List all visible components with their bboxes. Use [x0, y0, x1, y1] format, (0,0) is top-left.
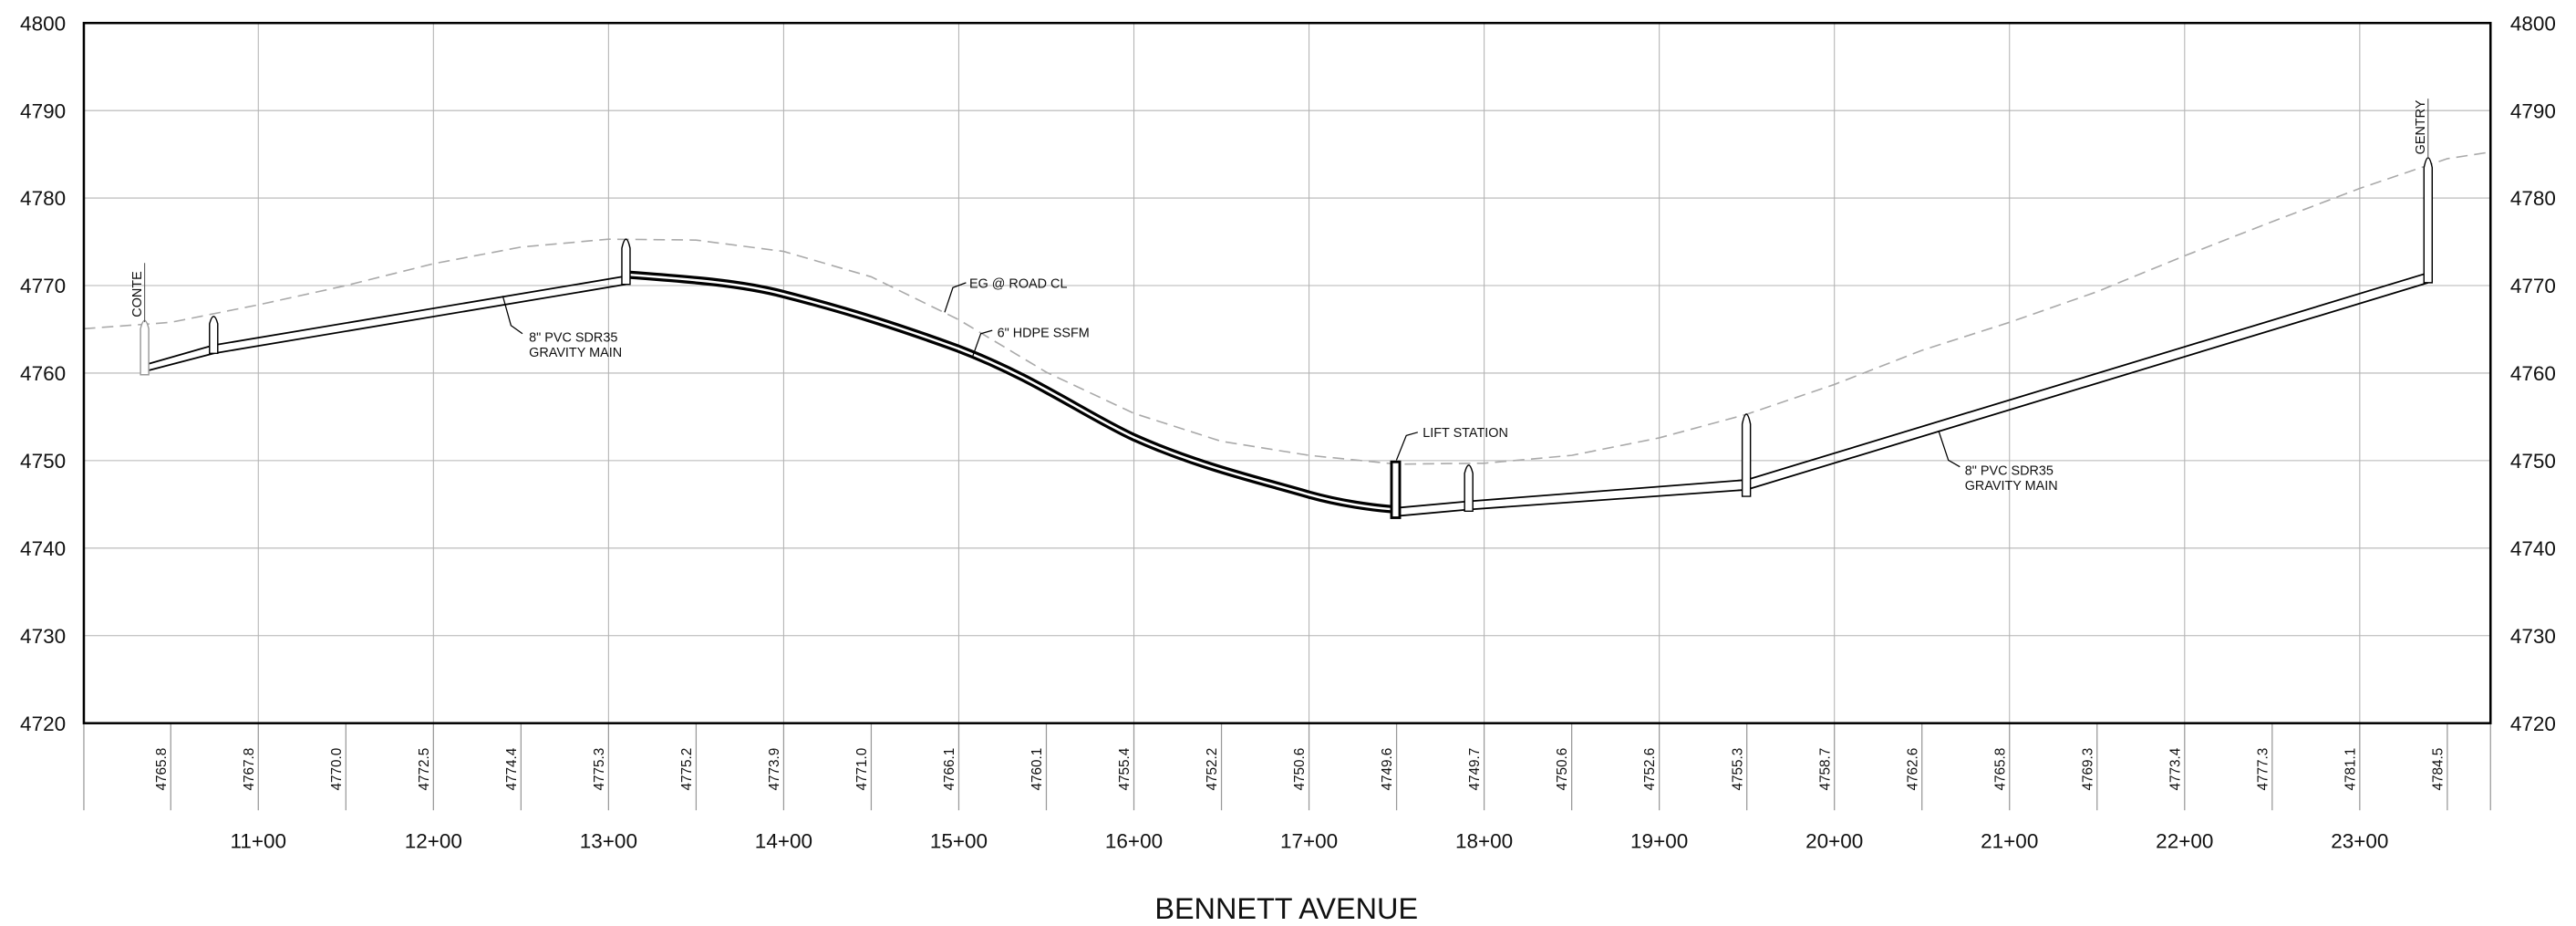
ground-elevation: 4749.7: [1467, 748, 1483, 791]
station-label: 20+00: [1805, 830, 1863, 853]
station-label: 11+00: [231, 830, 287, 853]
ground-elevation: 4760.1: [1029, 748, 1045, 791]
ground-elevation: 4784.5: [2430, 748, 2446, 791]
ground-elevation: 4765.8: [1992, 748, 2008, 791]
ground-elevation: 4781.1: [2343, 748, 2358, 791]
gravity-main: [1396, 282, 2429, 517]
ground-elevation: 4750.6: [1292, 748, 1308, 791]
ground-elevation: 4750.6: [1555, 748, 1570, 791]
lift-station: [1390, 460, 1402, 519]
leader: [1395, 432, 1418, 461]
ground-elevation: 4771.0: [854, 748, 870, 791]
manhole: [140, 319, 150, 376]
station-label: 16+00: [1105, 830, 1163, 853]
annotation: 8" PVC SDR35: [1965, 464, 2054, 479]
elevation-label: 4740: [2510, 537, 2556, 560]
ground-elevation: 4755.4: [1117, 747, 1133, 790]
plot-frame: [82, 21, 2492, 724]
annotation: GRAVITY MAIN: [1965, 479, 2058, 494]
ground-elevation: 4773.4: [2167, 747, 2183, 790]
ground-elevation: 4777.3: [2255, 748, 2271, 791]
elevation-label: 4770: [20, 275, 66, 297]
force-main: [626, 270, 1397, 514]
elevation-label: 4770: [2510, 275, 2556, 297]
elevation-label: 4720: [2510, 713, 2556, 735]
manhole: [1741, 413, 1752, 497]
ground-elevation: 4749.6: [1380, 748, 1395, 791]
manhole-label: GENTRY: [2414, 99, 2428, 154]
station-label: 23+00: [2331, 830, 2388, 853]
station-label: 12+00: [405, 830, 462, 853]
elevation-label: 4750: [20, 450, 66, 473]
ground-elevation: 4766.1: [942, 748, 957, 791]
leader: [1938, 430, 1960, 468]
grid: 4720 4720 4730 4730 4740 4740 4750 4750 4760 4760…: [20, 12, 2556, 852]
elevation-label: 4740: [20, 537, 66, 560]
elevation-label: 4780: [20, 187, 66, 210]
ground-elevation: 4765.8: [154, 748, 170, 791]
manhole: [2423, 157, 2434, 284]
elevation-label: 4730: [20, 625, 66, 648]
elevation-label: 4760: [20, 362, 66, 385]
elevation-label: 4720: [20, 713, 66, 735]
elevation-label: 4760: [2510, 362, 2556, 385]
manhole: [1464, 464, 1474, 513]
manhole: [209, 316, 219, 355]
elevation-label: 4800: [20, 12, 66, 35]
leader: [502, 296, 523, 335]
ground-elevation: 4762.6: [1905, 748, 1920, 791]
ground-elevation: 4770.0: [329, 748, 345, 791]
annotation: EG @ ROAD CL: [969, 276, 1067, 291]
station-label: 19+00: [1630, 830, 1688, 853]
elevation-label: 4730: [2510, 625, 2556, 648]
ground-elevation: 4767.8: [242, 748, 257, 791]
elevation-label: 4750: [2510, 450, 2556, 473]
existing-grade: [83, 151, 2491, 465]
elevation-label: 4800: [2510, 12, 2556, 35]
annotation: 6" HDPE SSFM: [998, 326, 1090, 340]
leader: [972, 329, 993, 358]
manhole-label: CONTE: [130, 271, 145, 317]
annotation: GRAVITY MAIN: [529, 346, 622, 360]
station-label: 15+00: [930, 830, 988, 853]
ground-elevation: 4772.5: [417, 748, 432, 791]
force-main-inner: [626, 273, 1397, 511]
station-label: 13+00: [580, 830, 637, 853]
ground-elevation: 4774.4: [504, 747, 520, 790]
ground-elevation: 4752.6: [1642, 748, 1658, 791]
elevation-label: 4790: [2510, 99, 2556, 122]
station-label: 18+00: [1455, 830, 1513, 853]
station-label: 22+00: [2156, 830, 2213, 853]
manhole: [621, 238, 631, 286]
leader: [944, 282, 967, 313]
station-label: 17+00: [1280, 830, 1338, 853]
ground-elevation: 4773.9: [767, 748, 782, 791]
ground-elevation: 4755.3: [1730, 748, 1745, 791]
ground-elevation: 4769.3: [2080, 748, 2095, 791]
station-label: 14+00: [755, 830, 812, 853]
title: BENNETT AVENUE: [1154, 892, 1418, 925]
ground-elevation: 4775.2: [679, 748, 695, 791]
elevation-label: 4780: [2510, 187, 2556, 210]
annotation: 8" PVC SDR35: [529, 331, 617, 346]
station-label: 21+00: [1981, 830, 2038, 853]
ground-elevation: 4775.3: [592, 748, 607, 791]
ground-elevation: 4752.2: [1205, 748, 1220, 791]
pipes: [140, 99, 2434, 519]
gravity-main: [1396, 272, 2429, 509]
elevation-label: 4790: [20, 99, 66, 122]
ground-elevation: 4758.7: [1817, 748, 1833, 791]
annotation: LIFT STATION: [1422, 426, 1508, 441]
labels: CONTE GENTRY EG @ ROAD CL 6" HDPE SSFM L…: [130, 99, 2428, 925]
